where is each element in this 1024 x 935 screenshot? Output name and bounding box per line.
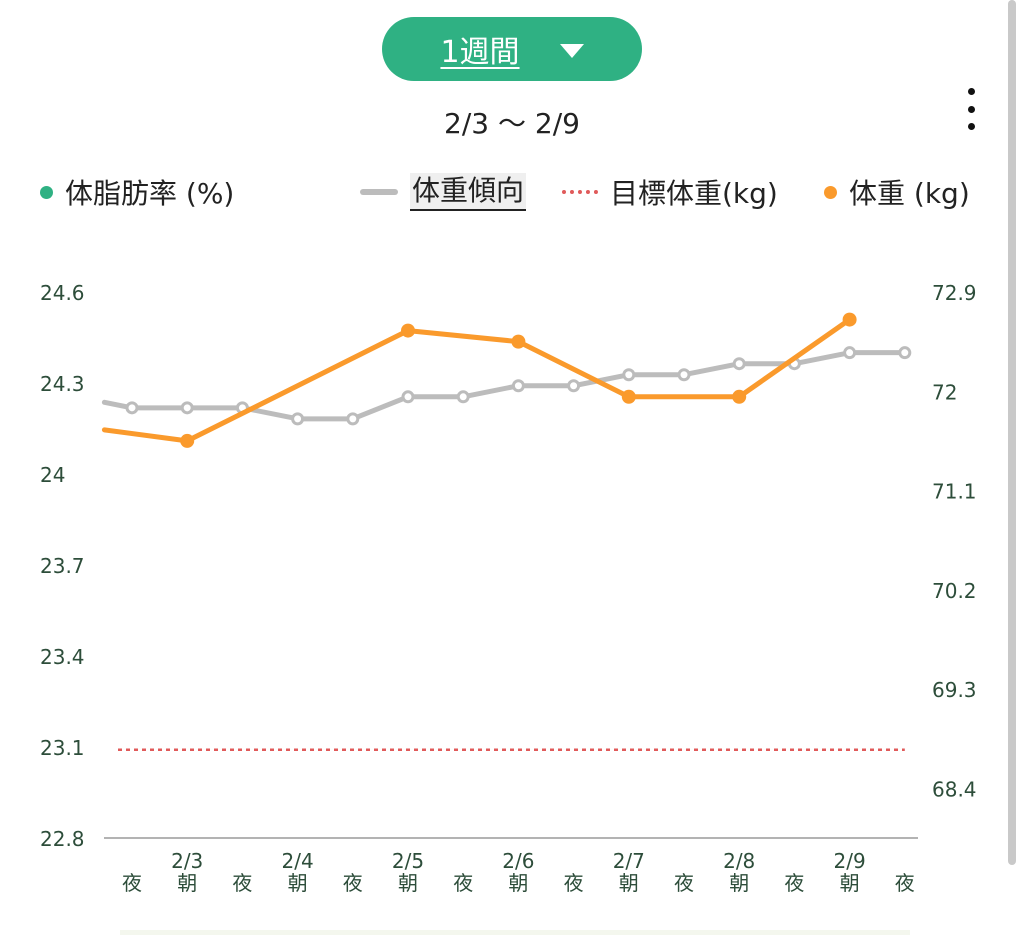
trend-point: [843, 346, 857, 360]
trend-point: [125, 401, 139, 415]
y-left-tick-label: 22.8: [40, 827, 85, 851]
legend-marker-weight: [824, 185, 837, 199]
x-time-label: 朝: [177, 871, 197, 895]
legend-item-target[interactable]: 目標体重(kg): [562, 170, 778, 214]
bottom-strip: [120, 930, 910, 935]
legend-item-trend[interactable]: 体重傾向: [360, 170, 527, 214]
x-time-label: 朝: [288, 871, 308, 895]
legend-label-target: 目標体重(kg): [610, 177, 778, 210]
trend-point: [180, 401, 194, 415]
period-selector-label: 1週間: [440, 35, 520, 70]
x-time-label: 朝: [619, 871, 639, 895]
y-left-tick-label: 23.1: [40, 736, 85, 760]
trend-point: [732, 357, 746, 371]
x-time-label: 朝: [729, 871, 749, 895]
x-date-label: 2/7: [613, 849, 645, 873]
y-left-tick-label: 24.6: [40, 281, 85, 305]
legend-marker-trend: [360, 189, 398, 195]
y-right-tick-label: 72: [932, 380, 957, 404]
scrollbar[interactable]: [1008, 0, 1016, 865]
legend-marker-body-fat: [40, 185, 53, 199]
x-time-label: 夜: [784, 871, 804, 895]
trend-point: [622, 368, 636, 382]
x-time-label: 朝: [840, 871, 860, 895]
weight-point: [511, 334, 526, 349]
x-time-label: 夜: [674, 871, 694, 895]
x-date-label: 2/9: [834, 849, 866, 873]
weight-point: [180, 433, 195, 448]
y-right-tick-label: 71.1: [932, 480, 977, 504]
x-time-label: 夜: [232, 871, 252, 895]
legend-label-weight: 体重 (kg): [849, 177, 970, 210]
weight-line: [101, 317, 853, 444]
trend-point: [346, 412, 360, 426]
legend-marker-target: [562, 190, 598, 194]
caret-down-icon: [559, 44, 584, 58]
x-time-label: 朝: [398, 871, 418, 895]
trend-point: [511, 379, 525, 393]
weight-point: [732, 389, 747, 404]
weight-point: [401, 323, 415, 338]
more-vertical-icon[interactable]: [958, 88, 984, 130]
x-time-label: 朝: [508, 871, 528, 895]
x-date-label: 2/4: [282, 849, 314, 873]
y-right-tick-label: 69.3: [932, 678, 977, 702]
weight-point: [621, 389, 636, 404]
y-right-tick-label: 72.9: [932, 281, 977, 305]
y-left-tick-label: 24.3: [40, 372, 85, 396]
trend-line: [101, 350, 908, 422]
period-selector-button[interactable]: 1週間: [382, 17, 642, 81]
legend-item-weight[interactable]: 体重 (kg): [824, 170, 970, 214]
trend-point: [677, 368, 691, 382]
trend-point: [898, 346, 912, 360]
x-time-label: 夜: [343, 871, 363, 895]
y-left-tick-label: 23.4: [40, 645, 85, 669]
x-date-label: 2/3: [171, 849, 203, 873]
x-time-label: 夜: [122, 871, 142, 895]
trend-point: [401, 390, 415, 404]
weight-point: [842, 312, 857, 327]
trend-point: [567, 379, 581, 393]
y-right-tick-label: 70.2: [932, 579, 977, 603]
legend-item-body-fat[interactable]: 体脂肪率 (%): [40, 170, 234, 214]
y-left-tick-label: 23.7: [40, 554, 85, 578]
x-date-label: 2/8: [723, 849, 755, 873]
y-left-tick-label: 24: [40, 463, 65, 487]
x-date-label: 2/6: [502, 849, 534, 873]
trend-point: [456, 390, 470, 404]
legend-label-body-fat: 体脂肪率 (%): [65, 177, 235, 210]
x-time-label: 夜: [895, 871, 915, 895]
date-range-label: 2/3 ～ 2/9: [444, 107, 580, 140]
x-date-label: 2/5: [392, 849, 424, 873]
x-time-label: 夜: [453, 871, 473, 895]
y-right-tick-label: 68.4: [932, 777, 977, 801]
x-time-label: 夜: [564, 871, 584, 895]
trend-point: [291, 412, 305, 426]
legend-label-trend: 体重傾向: [410, 173, 527, 211]
